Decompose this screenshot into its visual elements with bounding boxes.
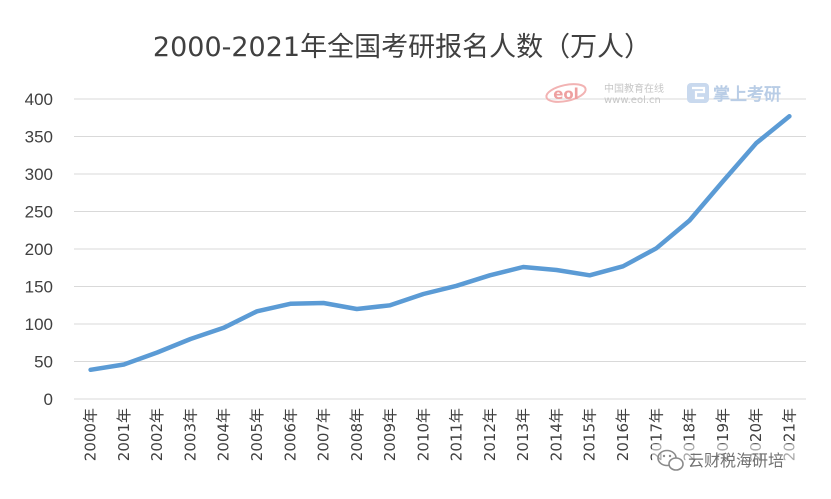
series-line-0 [88, 114, 792, 373]
x-tick-label: 2006年 [281, 408, 299, 461]
x-tick-label: 2000年 [82, 408, 100, 461]
watermark-app: 掌上考研 [687, 83, 781, 105]
app-icon [687, 83, 709, 103]
wechat-account: 云财税海研培 [688, 451, 784, 470]
x-tick-label: 2010年 [414, 408, 432, 461]
gridlines [74, 98, 806, 400]
x-tick-label: 2003年 [181, 408, 199, 461]
y-tick-label: 100 [25, 315, 53, 334]
svg-text:eol: eol [553, 85, 579, 103]
y-tick-label: 50 [34, 353, 53, 372]
x-tick-label: 2011年 [448, 408, 466, 461]
x-tick-label: 2016年 [614, 408, 632, 461]
y-tick-label: 0 [44, 390, 53, 409]
x-tick-label: 2004年 [215, 408, 233, 461]
x-tick-label: 2001年 [115, 408, 133, 461]
y-tick-label: 150 [25, 278, 53, 297]
x-tick-label: 2007年 [315, 408, 333, 461]
x-tick-label: 2008年 [348, 408, 366, 461]
eol-name: 中国教育在线 [604, 82, 664, 95]
x-tick-label: 2014年 [547, 408, 565, 461]
watermark-wechat: 云财税海研培 [652, 444, 810, 474]
series-layer [88, 114, 792, 373]
eol-url: www.eol.cn [604, 95, 661, 106]
x-tick-label: 2012年 [481, 408, 499, 461]
y-tick-label: 250 [25, 203, 53, 222]
y-tick-label: 300 [25, 165, 53, 184]
y-tick-label: 200 [25, 240, 53, 259]
x-tick-label: 2002年 [148, 408, 166, 461]
y-tick-label: 350 [25, 128, 53, 147]
y-tick-label: 400 [25, 90, 53, 109]
eol-logo-icon: eol [545, 83, 587, 103]
y-axis-ticks: 0 50 100 150 200 250 300 350 400 [25, 90, 53, 409]
chart-title: 2000-2021年全国考研报名人数（万人） [153, 32, 651, 63]
x-tick-label: 2009年 [381, 408, 399, 461]
x-tick-label: 2005年 [248, 408, 266, 461]
watermark-eol: eol 中国教育在线 www.eol.cn [545, 82, 664, 106]
app-name: 掌上考研 [713, 84, 781, 105]
wechat-icon [657, 449, 684, 471]
x-tick-label: 2015年 [581, 408, 599, 461]
x-tick-label: 2013年 [514, 408, 532, 461]
